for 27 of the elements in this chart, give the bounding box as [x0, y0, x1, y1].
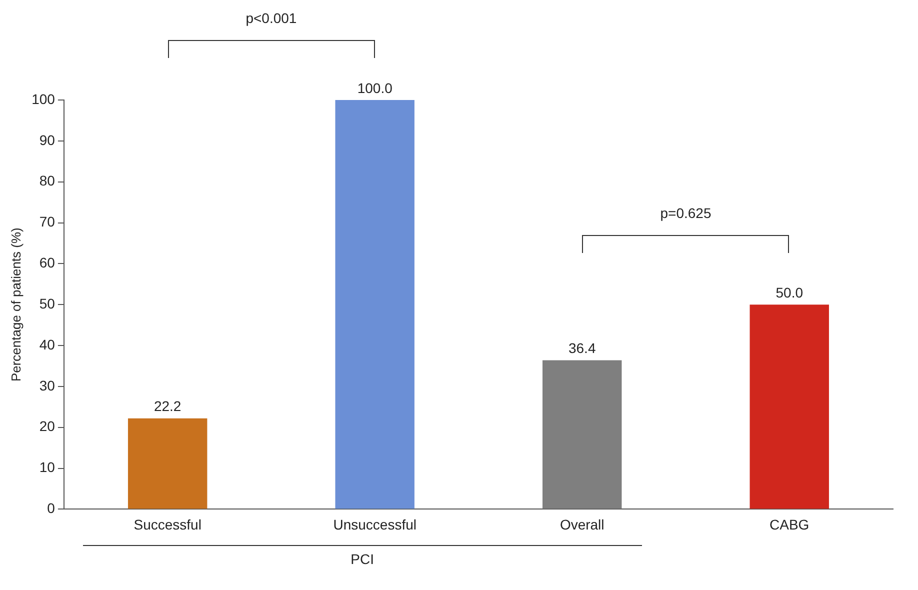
y-tick-label: 20 [39, 418, 56, 434]
annotation: p=0.625 [660, 204, 712, 221]
data-label: 22.2 [154, 398, 182, 414]
y-tick-label: 70 [39, 214, 56, 230]
data-label: 50.0 [776, 284, 804, 300]
y-tick-label: 90 [39, 132, 56, 148]
bar [542, 360, 622, 509]
text: PCI [350, 551, 374, 568]
y-tick-label: 100 [32, 90, 56, 107]
y-axis-title: Percentage of patients (%) [8, 228, 24, 382]
x-tick-label: Overall [560, 516, 604, 532]
bar [750, 304, 829, 509]
y-tick-label: 80 [39, 172, 56, 189]
y-tick-label: 10 [39, 459, 56, 476]
y-tick-label: 50 [39, 295, 56, 312]
data-label: 100.0 [357, 80, 393, 96]
y-tick-label: 30 [39, 377, 56, 394]
x-tick-label: CABG [770, 516, 810, 532]
y-tick-label: 40 [39, 336, 56, 352]
text: p<0.001 [246, 10, 297, 26]
y-tick-label: 0 [47, 500, 56, 516]
y-tick-label: 60 [39, 254, 56, 271]
x-tick-label: Successful [134, 516, 202, 532]
bar [335, 100, 414, 509]
x-tick-label: Unsuccessful [333, 516, 416, 532]
data-label: 36.4 [568, 340, 596, 356]
bar [128, 418, 208, 509]
